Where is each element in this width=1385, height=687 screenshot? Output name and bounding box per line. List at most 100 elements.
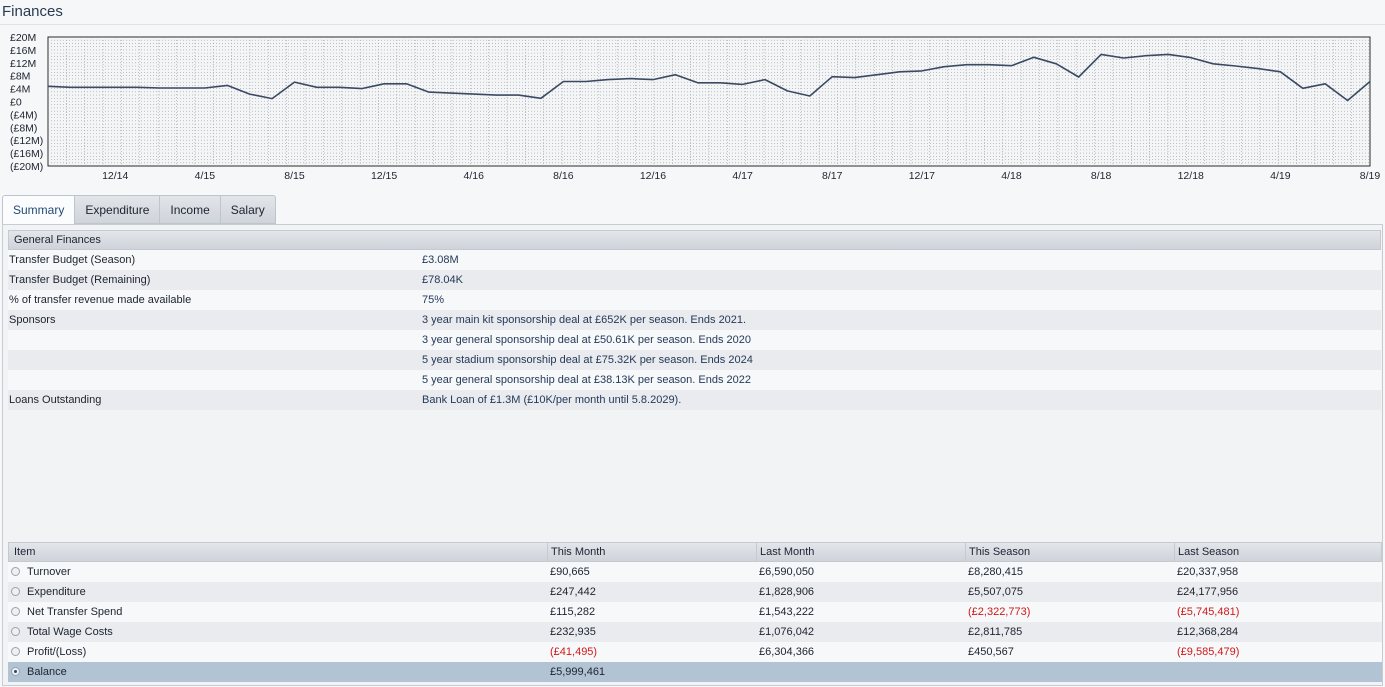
table-cell: £5,507,075 — [968, 586, 1024, 598]
balance-series-line — [47, 53, 1371, 102]
y-tick-label: (£16M) — [10, 148, 43, 160]
tab-summary[interactable]: Summary — [2, 195, 76, 225]
page-title: Finances — [2, 3, 63, 20]
table-cell: £90,665 — [550, 566, 590, 578]
table-cell: (£2,322,773) — [968, 606, 1031, 618]
column-header-this-month[interactable]: This Month — [551, 546, 606, 558]
y-tick-label: £12M — [10, 58, 36, 70]
balance-line-chart: £20M£16M£12M£8M£4M£0(£4M)(£8M)(£12M)(£16… — [10, 32, 1381, 182]
x-tick-label: 12/14 — [102, 170, 128, 182]
finance-row: % of transfer revenue made available 75% — [8, 290, 1381, 310]
x-tick-label: 12/16 — [640, 170, 666, 182]
table-cell: £1,543,222 — [759, 606, 815, 618]
summary-panel: General Finances Transfer Budget (Season… — [2, 224, 1383, 686]
table-cell: (£5,745,481) — [1177, 606, 1240, 618]
column-divider — [547, 543, 548, 561]
row-item-label: Balance — [27, 666, 67, 678]
finance-row: 5 year stadium sponsorship deal at £75.3… — [8, 350, 1381, 370]
column-header-this-season[interactable]: This Season — [969, 546, 1031, 558]
table-header: Item This Month Last Month This Season L… — [8, 542, 1382, 562]
row-radio-icon[interactable] — [11, 607, 20, 616]
column-divider — [756, 543, 757, 561]
finance-row: Loans Outstanding Bank Loan of £1.3M (£1… — [8, 390, 1381, 410]
x-tick-label: 8/16 — [553, 170, 574, 182]
finance-row: 3 year general sponsorship deal at £50.6… — [8, 330, 1381, 350]
tab-income[interactable]: Income — [160, 195, 221, 224]
x-tick-label: 12/17 — [909, 170, 935, 182]
finance-value: 3 year general sponsorship deal at £50.6… — [422, 334, 752, 346]
table-cell: £24,177,956 — [1177, 586, 1239, 598]
row-radio-icon[interactable] — [11, 667, 20, 676]
table-cell: (£9,585,479) — [1177, 646, 1240, 658]
x-tick-label: 4/15 — [195, 170, 216, 182]
column-divider — [1174, 543, 1175, 561]
column-header-item[interactable]: Item — [14, 546, 36, 558]
y-tick-label: £4M — [10, 84, 30, 96]
table-cell: £8,280,415 — [968, 566, 1024, 578]
y-tick-label: (£4M) — [10, 109, 37, 121]
finance-value: 5 year general sponsorship deal at £38.1… — [422, 374, 752, 386]
table-row[interactable]: Balance £5,999,461 — [8, 662, 1382, 682]
row-item-label: Profit/(Loss) — [27, 646, 87, 658]
column-divider — [965, 543, 966, 561]
table-body: Turnover £90,665 £6,590,050 £8,280,415 £20,3… — [8, 562, 1382, 682]
row-item-label: Net Transfer Spend — [27, 606, 123, 618]
title-divider — [0, 24, 1385, 25]
x-tick-label: 8/18 — [1091, 170, 1112, 182]
y-tick-label: (£8M) — [10, 122, 37, 134]
finance-label: Transfer Budget (Season) — [9, 254, 136, 266]
finance-row: Sponsors 3 year main kit sponsorship dea… — [8, 310, 1381, 330]
row-radio-icon[interactable] — [11, 647, 20, 656]
table-row[interactable]: Expenditure £247,442 £1,828,906 £5,507,075 £… — [8, 582, 1382, 602]
y-tick-label: £8M — [10, 71, 30, 83]
table-row[interactable]: Total Wage Costs £232,935 £1,076,042 £2,811… — [8, 622, 1382, 642]
table-row[interactable]: Profit/(Loss) (£41,495) £6,304,366 £450,567… — [8, 642, 1382, 662]
x-tick-label: 8/15 — [284, 170, 305, 182]
x-tick-label: 12/18 — [1178, 170, 1204, 182]
column-header-last-season[interactable]: Last Season — [1178, 546, 1240, 558]
x-tick-label: 4/19 — [1270, 170, 1291, 182]
row-radio-icon[interactable] — [11, 627, 20, 636]
table-row[interactable]: Turnover £90,665 £6,590,050 £8,280,415 £20,3… — [8, 562, 1382, 582]
finance-row: 5 year general sponsorship deal at £38.1… — [8, 370, 1381, 390]
row-radio-icon[interactable] — [11, 567, 20, 576]
finance-label: Transfer Budget (Remaining) — [9, 274, 151, 286]
x-tick-label: 8/19 — [1360, 170, 1381, 182]
table-cell: £12,368,284 — [1177, 626, 1239, 638]
finance-value: 3 year main kit sponsorship deal at £652… — [422, 314, 747, 326]
table-cell: £1,828,906 — [759, 586, 815, 598]
y-tick-label: £16M — [10, 45, 36, 57]
table-cell: £450,567 — [968, 646, 1014, 658]
finance-value: £3.08M — [422, 254, 459, 266]
finance-label: Sponsors — [9, 314, 56, 326]
row-radio-icon[interactable] — [11, 587, 20, 596]
table-cell: £232,935 — [550, 626, 596, 638]
general-finances-header: General Finances — [8, 230, 1381, 250]
tab-expenditure[interactable]: Expenditure — [75, 195, 161, 224]
table-row[interactable]: Net Transfer Spend £115,282 £1,543,222 (£2,… — [8, 602, 1382, 622]
x-tick-label: 4/18 — [1001, 170, 1022, 182]
tab-bar: Summary Expenditure Income Salary — [2, 195, 276, 225]
general-finances-section: General Finances Transfer Budget (Season… — [8, 230, 1381, 410]
column-header-last-month[interactable]: Last Month — [760, 546, 815, 558]
x-tick-label: 4/16 — [464, 170, 485, 182]
x-tick-label: 8/17 — [822, 170, 843, 182]
table-cell: £5,999,461 — [550, 666, 606, 678]
y-tick-label: (£12M) — [10, 135, 43, 147]
finance-summary-table: Item This Month Last Month This Season L… — [8, 542, 1382, 682]
row-item-label: Expenditure — [27, 586, 86, 598]
finance-label: Loans Outstanding — [9, 394, 102, 406]
table-cell: £115,282 — [550, 606, 596, 618]
finance-row: Transfer Budget (Season) £3.08M — [8, 250, 1381, 270]
y-tick-label: £0 — [10, 97, 22, 109]
finance-value: 75% — [422, 294, 445, 306]
x-tick-label: 4/17 — [732, 170, 753, 182]
tab-salary[interactable]: Salary — [220, 195, 276, 224]
table-cell: £1,076,042 — [759, 626, 815, 638]
row-item-label: Turnover — [27, 566, 71, 578]
table-cell: £6,304,366 — [759, 646, 815, 658]
finance-label: % of transfer revenue made available — [9, 294, 192, 306]
x-tick-label: 12/15 — [371, 170, 397, 182]
finance-value: 5 year stadium sponsorship deal at £75.3… — [422, 354, 753, 366]
table-cell: (£41,495) — [550, 646, 598, 658]
